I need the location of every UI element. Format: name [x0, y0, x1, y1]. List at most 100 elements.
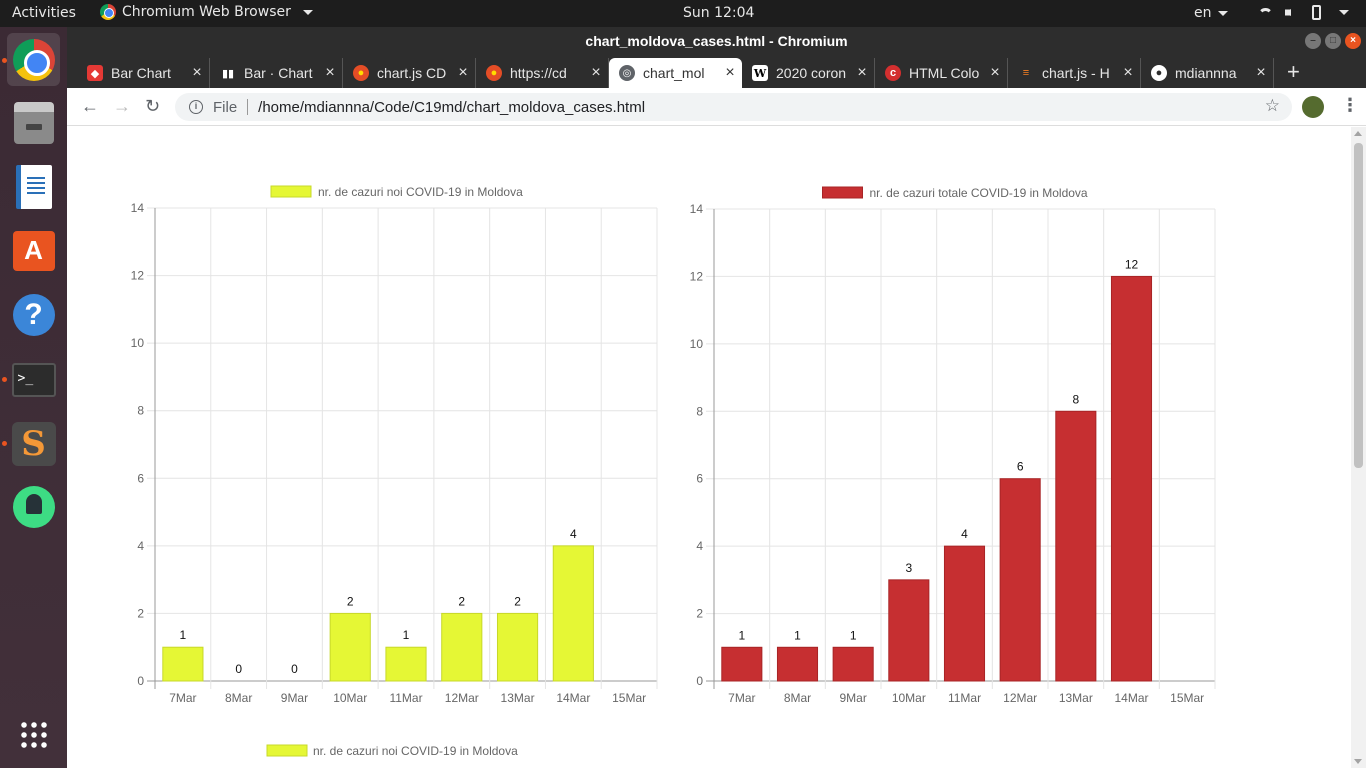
close-tab-icon[interactable]: × — [325, 64, 335, 81]
data-label: 1 — [738, 628, 745, 642]
data-label: 4 — [570, 527, 577, 541]
chevron-down-icon — [1339, 10, 1349, 15]
legend-label: nr. de cazuri noi COVID-19 in Moldova — [318, 185, 523, 199]
data-label: 0 — [235, 662, 242, 676]
close-tab-icon[interactable]: × — [725, 64, 735, 81]
dock-sublime[interactable]: S — [7, 417, 60, 470]
address-bar[interactable]: i File /home/mdiannna/Code/C19md/chart_m… — [175, 93, 1292, 121]
new-tab-button[interactable]: + — [1287, 59, 1300, 84]
tab-chart-moldova[interactable]: ◎ chart_mol × — [609, 58, 742, 88]
data-label: 0 — [291, 662, 298, 676]
tab-html-colors[interactable]: c HTML Colo × — [875, 58, 1008, 88]
window-title: chart_moldova_cases.html - Chromium — [585, 33, 848, 49]
tab-cdn-url[interactable]: ● https://cd × — [476, 58, 609, 88]
close-tab-icon[interactable]: × — [1256, 64, 1266, 81]
scroll-up-icon[interactable] — [1354, 131, 1362, 136]
y-tick-label: 14 — [690, 202, 704, 216]
data-label: 12 — [1125, 257, 1139, 271]
tab-bar-chart[interactable]: ◆ Bar Chart × — [77, 58, 210, 88]
tab-label: HTML Colo — [909, 65, 980, 81]
tab-label: Bar Chart — [111, 65, 171, 81]
y-tick-label: 0 — [696, 674, 703, 688]
tab-bar-chart-docs[interactable]: ▮▮ Bar · Chart × — [210, 58, 343, 88]
legend-swatch — [270, 185, 312, 198]
bar — [1055, 410, 1097, 682]
system-menu[interactable] — [1258, 5, 1349, 20]
close-window-button[interactable]: × — [1345, 33, 1361, 49]
tab-label: mdiannna — [1175, 65, 1237, 81]
scroll-down-icon[interactable] — [1354, 759, 1362, 764]
clock[interactable]: Sun 12:04 — [683, 5, 755, 21]
minimize-button[interactable]: – — [1305, 33, 1321, 49]
tab-github[interactable]: ● mdiannna × — [1141, 58, 1274, 88]
x-tick-label: 9Mar — [839, 691, 866, 705]
data-label: 6 — [1017, 460, 1024, 474]
tab-label: chart.js CD — [377, 65, 447, 81]
bar — [999, 478, 1041, 682]
dock-chromium[interactable] — [7, 33, 60, 86]
file-label: File — [213, 98, 238, 116]
dock-writer[interactable] — [7, 160, 60, 213]
y-tick-label: 10 — [131, 336, 145, 350]
y-tick-label: 12 — [690, 269, 704, 283]
github-icon: ● — [1151, 65, 1167, 81]
data-label: 1 — [403, 628, 410, 642]
browser-toolbar: ← → ↻ i File /home/mdiannna/Code/C19md/c… — [67, 88, 1366, 126]
more-menu-icon[interactable]: ⋮ — [1341, 95, 1359, 115]
sublime-icon: S — [11, 421, 56, 466]
tab-chartjs-cdn[interactable]: ● chart.js CD × — [343, 58, 476, 88]
dock-software[interactable]: A — [7, 224, 60, 277]
url-text: /home/mdiannna/Code/C19md/chart_moldova_… — [258, 98, 646, 116]
x-tick-label: 11Mar — [948, 691, 981, 705]
close-tab-icon[interactable]: × — [458, 64, 468, 81]
running-indicator — [2, 441, 7, 446]
close-tab-icon[interactable]: × — [1123, 64, 1133, 81]
close-tab-icon[interactable]: × — [192, 64, 202, 81]
app-menu[interactable]: Chromium Web Browser — [100, 4, 313, 20]
profile-avatar[interactable] — [1302, 96, 1324, 118]
y-tick-label: 6 — [137, 471, 144, 485]
tab-strip: ◆ Bar Chart × ▮▮ Bar · Chart × ● chart.j… — [67, 55, 1366, 88]
y-tick-label: 8 — [137, 404, 144, 418]
bar — [441, 612, 483, 682]
x-tick-label: 7Mar — [169, 691, 196, 705]
dock-terminal[interactable]: >_ — [7, 353, 60, 406]
maximize-button[interactable]: □ — [1325, 33, 1341, 49]
y-tick-label: 4 — [696, 539, 703, 553]
shield-icon: ● — [353, 65, 369, 81]
bar — [552, 545, 594, 682]
x-tick-label: 10Mar — [333, 691, 367, 705]
language-indicator[interactable]: en — [1194, 5, 1228, 21]
dock-android-studio[interactable] — [7, 480, 60, 533]
book-icon: ▮▮ — [221, 67, 235, 80]
activities-button[interactable]: Activities — [12, 5, 76, 21]
x-tick-label: 12Mar — [445, 691, 479, 705]
reload-button[interactable]: ↻ — [145, 96, 161, 116]
tab-label: 2020 coron — [776, 65, 847, 81]
data-label: 2 — [458, 594, 465, 608]
x-tick-label: 10Mar — [892, 691, 926, 705]
tab-stackoverflow[interactable]: ≡ chart.js - H × — [1008, 58, 1141, 88]
forward-button[interactable]: → — [113, 96, 131, 116]
x-tick-label: 11Mar — [389, 691, 422, 705]
tab-wikipedia[interactable]: W 2020 coron × — [742, 58, 875, 88]
bar — [776, 646, 819, 682]
battery-icon — [1312, 5, 1321, 20]
chevron-down-icon — [302, 9, 313, 15]
chromium-icon — [12, 38, 55, 81]
page-scrollbar[interactable] — [1351, 127, 1366, 768]
dock-files[interactable] — [7, 96, 60, 149]
back-button[interactable]: ← — [81, 96, 99, 116]
info-icon[interactable]: i — [189, 100, 203, 114]
close-tab-icon[interactable]: × — [990, 64, 1000, 81]
y-tick-label: 8 — [696, 404, 703, 418]
codepen-icon: ◆ — [87, 65, 103, 81]
close-tab-icon[interactable]: × — [857, 64, 867, 81]
bookmark-star-icon[interactable]: ☆ — [1264, 96, 1280, 115]
show-applications[interactable] — [7, 708, 60, 761]
legend-swatch — [822, 186, 863, 199]
gnome-top-bar: Activities Chromium Web Browser Sun 12:0… — [0, 0, 1366, 27]
scrollbar-thumb[interactable] — [1354, 143, 1363, 468]
dock-help[interactable]: ? — [7, 288, 60, 341]
close-tab-icon[interactable]: × — [591, 64, 601, 81]
